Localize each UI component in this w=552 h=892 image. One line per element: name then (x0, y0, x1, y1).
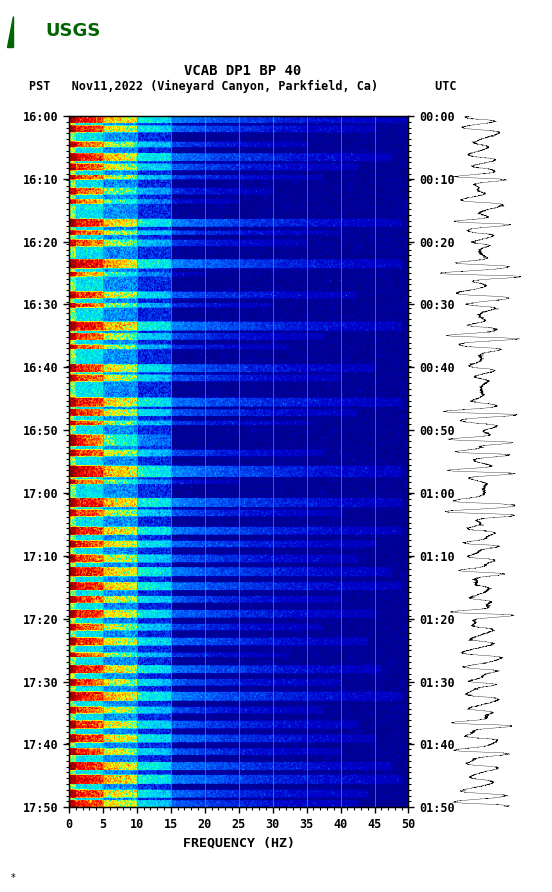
Text: USGS: USGS (45, 22, 100, 40)
Polygon shape (7, 16, 13, 47)
Text: PST   Nov11,2022 (Vineyard Canyon, Parkfield, Ca)        UTC: PST Nov11,2022 (Vineyard Canyon, Parkfie… (29, 79, 457, 93)
Text: VCAB DP1 BP 40: VCAB DP1 BP 40 (184, 64, 301, 78)
X-axis label: FREQUENCY (HZ): FREQUENCY (HZ) (183, 836, 295, 849)
Text: *: * (11, 873, 16, 883)
